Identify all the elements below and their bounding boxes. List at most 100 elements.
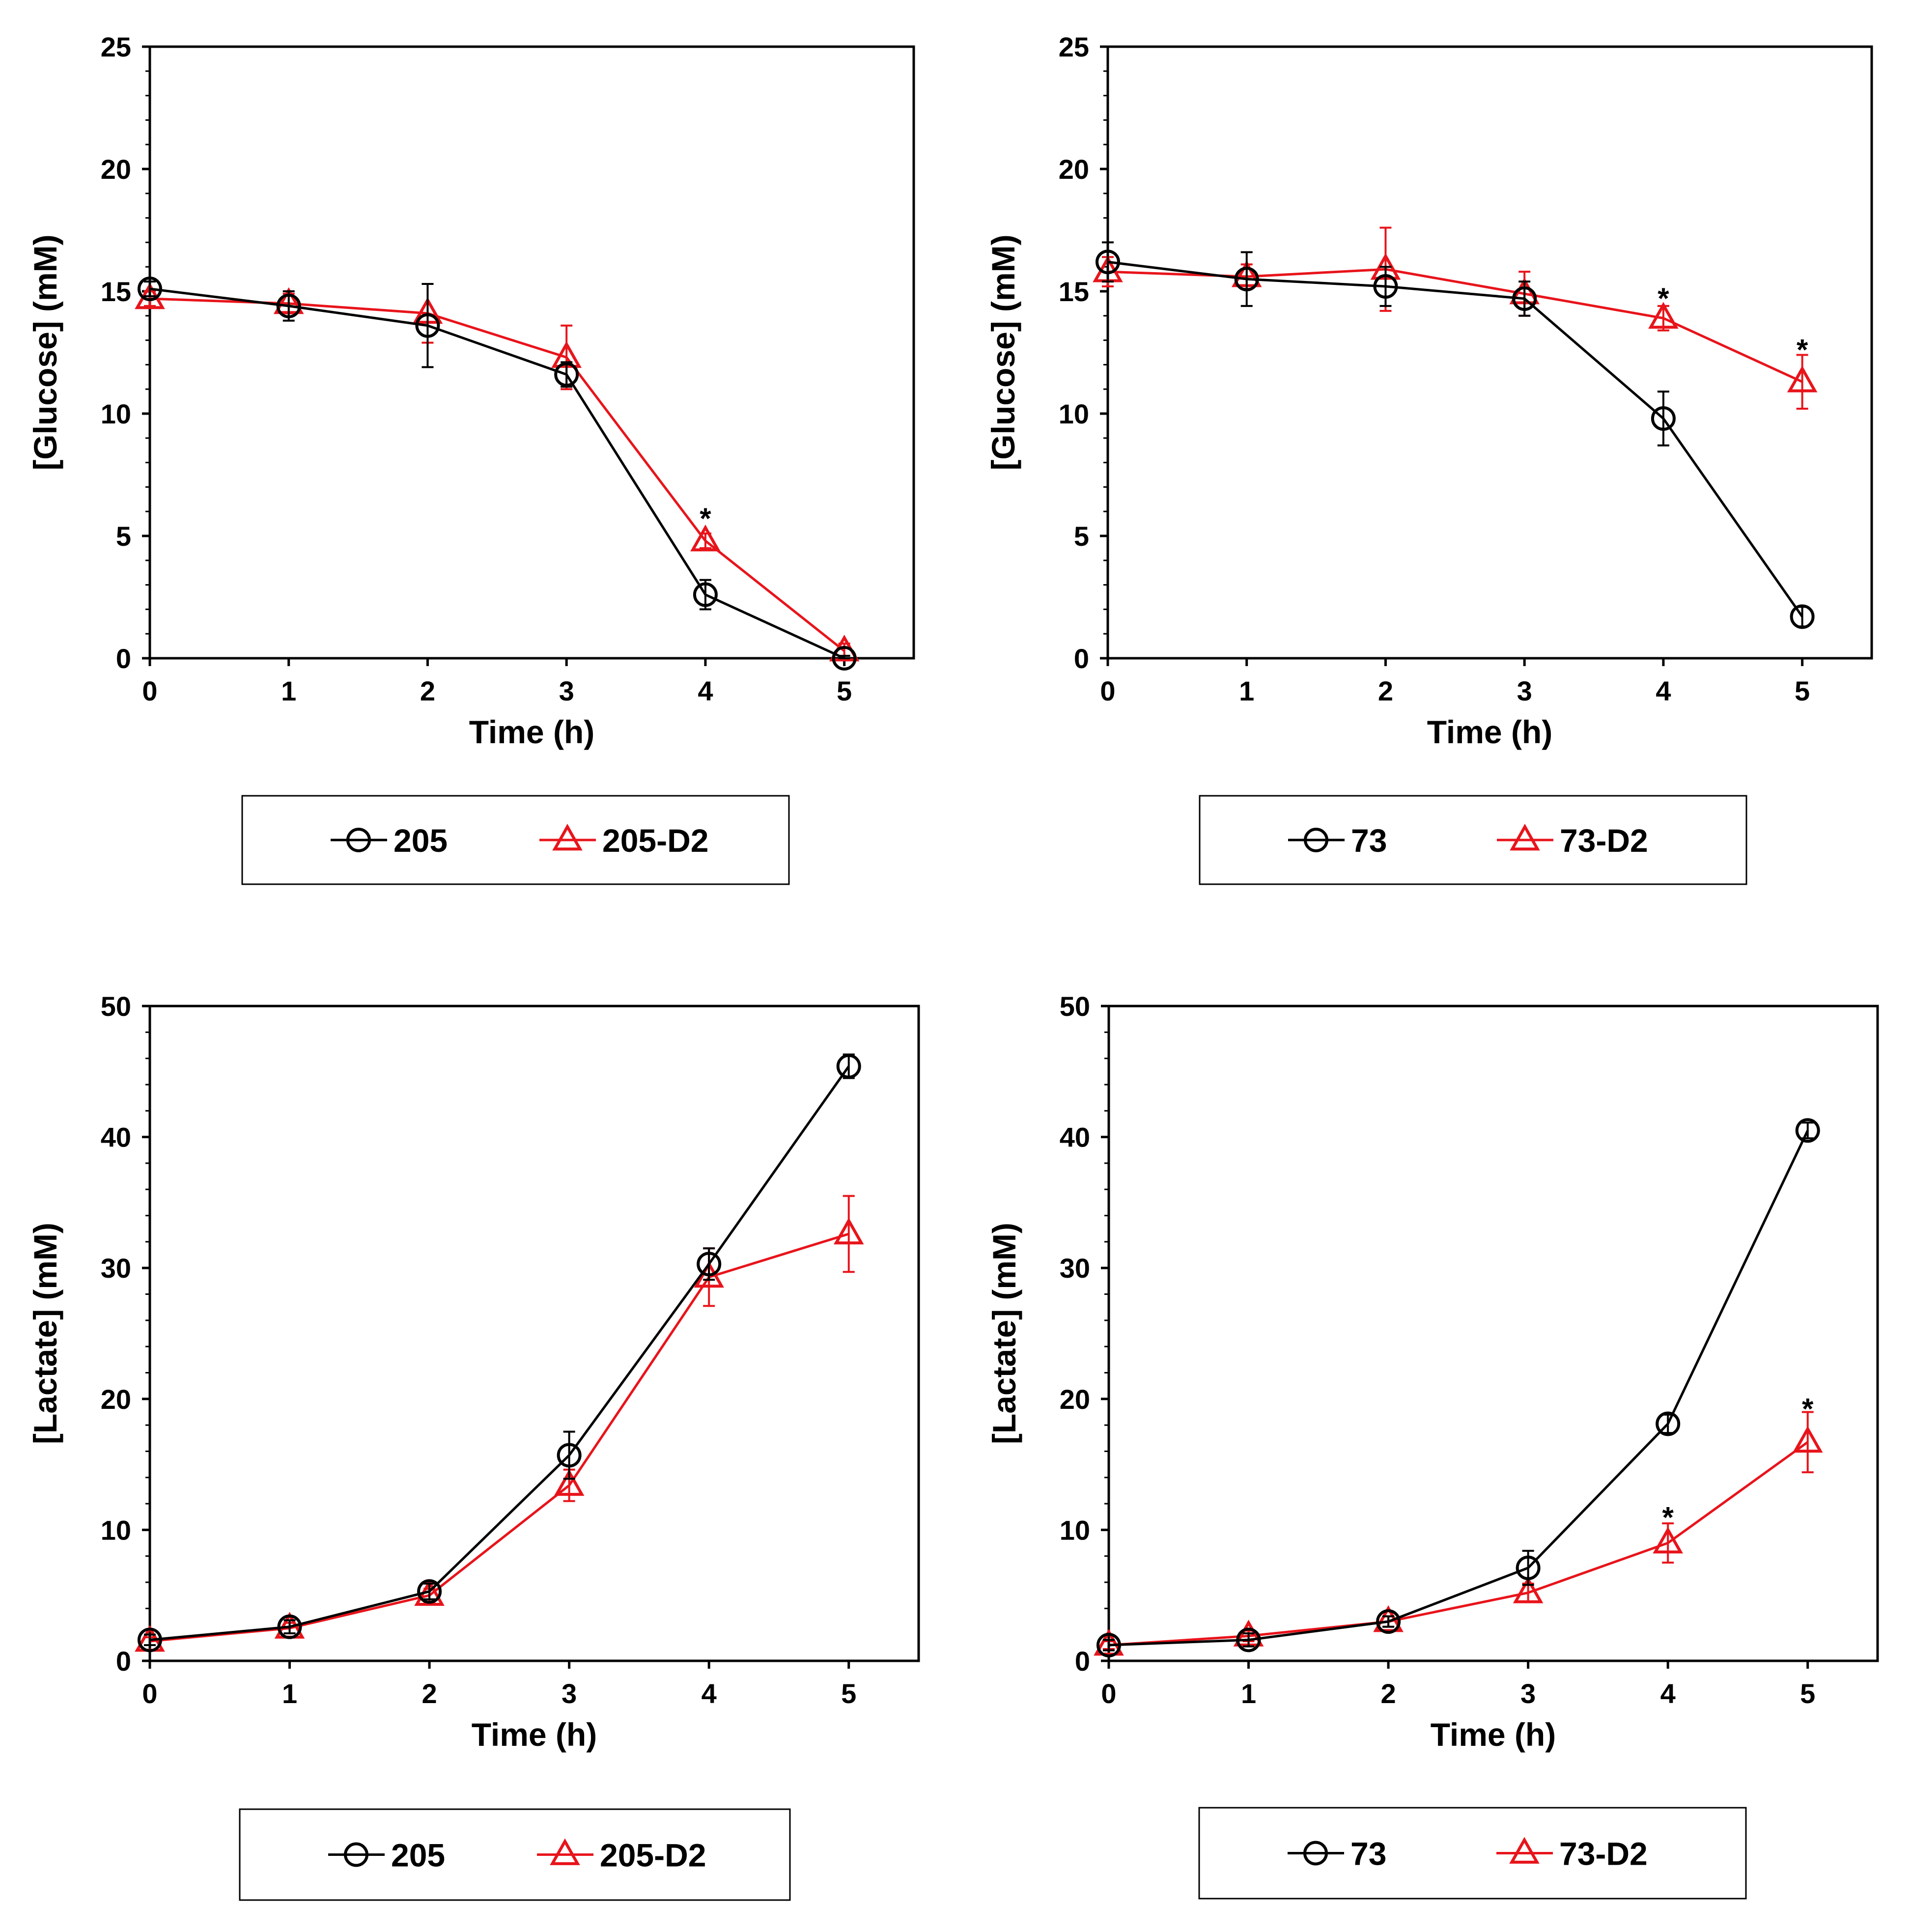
x-tick-label: 0 — [142, 1678, 157, 1709]
y-axis-label: [Lactate] (mM) — [986, 1223, 1022, 1444]
chart-panel-bottom-left: 0 10 20 30 40 50 0 1 2 3 4 5 Time (h) [Lactate] (mM) 2… — [27, 991, 920, 1901]
x-tick-label: 3 — [1517, 675, 1532, 706]
x-tick-label: 5 — [1795, 675, 1810, 706]
significance-star: * — [1658, 282, 1669, 315]
data-point-205 — [693, 582, 718, 607]
x-tick-label: 3 — [1520, 1678, 1536, 1709]
x-axis-label: Time (h) — [472, 1716, 597, 1753]
x-tick-label: 2 — [422, 1678, 437, 1709]
legend-marker-205-D2 — [550, 1838, 580, 1865]
legend-label-205-D2: 205-D2 — [600, 1837, 706, 1874]
plot-frame — [148, 1005, 920, 1662]
x-tick-label: 4 — [1660, 1678, 1676, 1709]
series-line-205 — [149, 1065, 850, 1641]
data-point-73 — [1236, 1627, 1261, 1652]
plot-frame — [148, 45, 915, 660]
data-point-73 — [1512, 286, 1537, 311]
y-tick-label: 20 — [1060, 1384, 1090, 1415]
x-tick-label: 1 — [281, 675, 296, 706]
legend: 73 73-D2 — [1199, 795, 1747, 885]
legend-label-73: 73 — [1350, 1836, 1386, 1872]
x-axis-label: Time (h) — [1431, 1716, 1556, 1753]
legend-label-205: 205 — [393, 822, 448, 859]
plot-frame — [1106, 45, 1873, 660]
x-tick-label: 3 — [562, 1678, 577, 1709]
legend-label-205-D2: 205-D2 — [602, 822, 708, 859]
legend: 73 73-D2 — [1198, 1807, 1747, 1900]
x-tick-label: 4 — [702, 1678, 717, 1709]
data-point-205 — [415, 313, 440, 338]
legend-marker-73-D2 — [1510, 823, 1540, 851]
data-point-205-D2 — [690, 524, 721, 552]
significance-star: * — [1662, 1501, 1674, 1534]
x-tick-label: 0 — [1100, 675, 1115, 706]
y-tick-label: 0 — [116, 1646, 131, 1677]
series-73-D2 — [1093, 226, 1818, 410]
data-point-73-D2 — [1787, 365, 1818, 392]
series-line-73 — [1108, 1130, 1809, 1647]
legend-marker-205-D2 — [552, 823, 583, 851]
data-point-73 — [1376, 1609, 1401, 1634]
y-axis-label: [Glucose] (mM) — [985, 234, 1021, 470]
legend-label-205: 205 — [391, 1837, 445, 1874]
x-axis-label: Time (h) — [1427, 714, 1552, 750]
data-point-73 — [1096, 250, 1120, 275]
series-73-D2 — [1094, 1411, 1823, 1656]
legend-marker-73 — [1303, 1841, 1328, 1866]
y-tick-label: 50 — [1060, 991, 1090, 1022]
legend-marker-205 — [346, 828, 371, 852]
chart-panel-top-right: 0 5 10 15 20 25 0 1 2 3 4 5 Time (h) [Glucose] (mM) * *… — [985, 31, 1873, 885]
data-point-205 — [417, 1579, 442, 1604]
data-point-73-D2 — [1648, 302, 1679, 329]
data-point-73 — [1234, 267, 1259, 292]
x-tick-label: 3 — [559, 675, 574, 706]
data-point-73-D2 — [1513, 1576, 1544, 1603]
y-tick-label: 40 — [101, 1122, 131, 1153]
legend-label-73-D2: 73-D2 — [1559, 1836, 1648, 1872]
data-point-73-D2 — [1653, 1526, 1683, 1554]
legend-marker-73 — [1304, 828, 1328, 852]
x-tick-label: 1 — [282, 1678, 297, 1709]
data-point-73 — [1790, 604, 1815, 629]
y-tick-label: 15 — [101, 276, 131, 307]
x-tick-label: 4 — [1656, 675, 1671, 706]
data-point-205-D2 — [554, 1469, 585, 1496]
y-tick-label: 15 — [1059, 276, 1089, 307]
y-tick-label: 10 — [1059, 398, 1089, 429]
data-point-73 — [1373, 274, 1398, 299]
chart-panel-top-left: 0 5 10 15 20 25 0 1 2 3 4 5 Time (h) [Glucose] (mM) * 2… — [27, 31, 915, 885]
x-tick-label: 5 — [1800, 1678, 1815, 1709]
y-axis-label: [Lactate] (mM) — [27, 1223, 63, 1444]
series-205 — [138, 1053, 861, 1652]
y-tick-label: 30 — [1060, 1253, 1090, 1284]
legend: 205 205-D2 — [239, 1808, 791, 1901]
data-point-205 — [836, 1054, 861, 1079]
y-tick-label: 0 — [1075, 1646, 1090, 1677]
series-73 — [1096, 1118, 1820, 1658]
x-tick-label: 0 — [142, 675, 157, 706]
x-tick-label: 5 — [841, 1678, 856, 1709]
data-point-205 — [276, 293, 301, 318]
legend-box — [1199, 795, 1747, 885]
series-line-73 — [1107, 260, 1803, 617]
y-tick-label: 0 — [116, 643, 131, 674]
data-point-205 — [832, 646, 857, 671]
data-point-73-D2 — [1094, 1628, 1124, 1656]
y-tick-label: 30 — [101, 1253, 131, 1284]
x-tick-label: 4 — [698, 675, 713, 706]
x-tick-label: 1 — [1239, 675, 1254, 706]
x-tick-label: 2 — [420, 675, 435, 706]
x-axis-label: Time (h) — [469, 714, 594, 750]
data-point-73 — [1516, 1555, 1541, 1580]
series-205-D2 — [135, 1195, 864, 1652]
y-tick-label: 10 — [101, 398, 131, 429]
plot-frame — [1107, 1005, 1879, 1662]
significance-star: * — [1797, 334, 1808, 366]
legend-label-73-D2: 73-D2 — [1560, 822, 1648, 859]
y-tick-label: 20 — [101, 1384, 131, 1415]
data-point-73 — [1651, 406, 1676, 431]
series-line-73-D2 — [1108, 1441, 1809, 1647]
significance-star: * — [1802, 1392, 1814, 1425]
y-tick-label: 10 — [1060, 1514, 1090, 1545]
